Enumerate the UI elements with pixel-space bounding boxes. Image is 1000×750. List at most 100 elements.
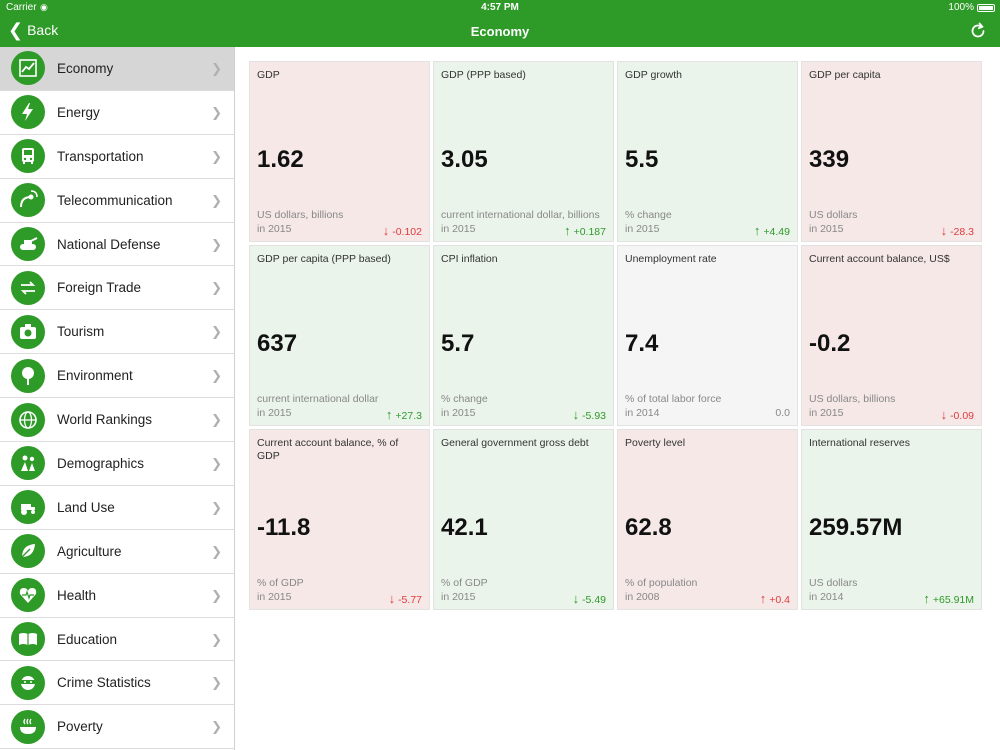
chevron-right-icon: ❯ <box>211 719 222 735</box>
card-change: ↑ +27.3 <box>386 407 422 422</box>
card-value: 259.57M <box>809 514 903 541</box>
indicator-card[interactable]: GDP 1.62 US dollars, billions in 2015 ↓ -0.10… <box>249 61 430 242</box>
wifi-icon: ◉ <box>40 2 48 12</box>
sidebar-item-economy[interactable]: Economy ❯ <box>0 47 234 91</box>
sidebar-item-label: Land Use <box>57 499 115 515</box>
sidebar-item-agriculture[interactable]: Agriculture ❯ <box>0 530 234 574</box>
bowl-icon <box>11 709 45 744</box>
card-change: ↓ -0.102 <box>383 223 422 238</box>
sidebar-item-environment[interactable]: Environment ❯ <box>0 354 234 399</box>
back-label: Back <box>27 22 59 38</box>
indicator-card[interactable]: GDP per capita (PPP based) 637 current int… <box>249 245 430 426</box>
card-unit: US dollars, billions <box>257 209 344 221</box>
indicator-card[interactable]: Current account balance, % of GDP -11.8 % … <box>249 429 430 610</box>
indicator-card[interactable]: International reserves 259.57M US dollars i… <box>801 429 982 610</box>
sidebar-item-label: Transportation <box>57 148 144 164</box>
arrow-down-icon: ↓ <box>572 407 580 422</box>
sidebar-item-label: Telecommunication <box>57 192 173 208</box>
indicator-card[interactable]: Unemployment rate 7.4 % of total labor for… <box>617 245 798 426</box>
sidebar-item-transportation[interactable]: Transportation ❯ <box>0 135 234 179</box>
card-title: Poverty level <box>625 437 686 449</box>
sidebar-item-health[interactable]: Health ❯ <box>0 574 234 618</box>
chevron-left-icon: ❮ <box>8 20 24 40</box>
back-button[interactable]: ❮ Back <box>8 20 59 40</box>
card-change-value: +0.4 <box>769 594 790 606</box>
sidebar-item-crime-statistics[interactable]: Crime Statistics ❯ <box>0 661 234 706</box>
card-unit: current international dollar <box>257 393 379 405</box>
card-title: CPI inflation <box>441 253 498 265</box>
card-year: in 2014 <box>809 591 844 603</box>
card-change-value: +0.187 <box>573 226 606 238</box>
indicator-card[interactable]: CPI inflation 5.7 % change in 2015 ↓ -5.93 <box>433 245 614 426</box>
tree-icon <box>11 358 45 393</box>
book-icon <box>11 622 45 657</box>
card-title: General government gross debt <box>441 437 589 449</box>
card-value: 637 <box>257 330 298 357</box>
arrow-down-icon: ↓ <box>940 407 948 422</box>
card-unit: % of GDP <box>441 577 488 589</box>
page-title: Economy <box>470 24 530 39</box>
indicator-card[interactable]: Poverty level 62.8 % of population in 2008 ↑… <box>617 429 798 610</box>
heart-icon <box>11 578 45 613</box>
indicator-card[interactable]: GDP (PPP based) 3.05 current international… <box>433 61 614 242</box>
card-change: ↓ -28.3 <box>941 223 974 238</box>
card-change: ↓ -5.77 <box>389 591 422 606</box>
card-title: GDP <box>257 69 280 81</box>
sidebar-item-label: Economy <box>57 60 114 76</box>
tractor-icon <box>11 490 45 525</box>
refresh-icon[interactable] <box>968 21 988 41</box>
card-year: in 2015 <box>257 223 292 235</box>
indicator-card[interactable]: Current account balance, US$ -0.2 US dolla… <box>801 245 982 426</box>
card-year: in 2015 <box>441 223 476 235</box>
sidebar-item-label: Demographics <box>57 455 145 471</box>
card-value: 5.5 <box>625 146 659 173</box>
indicator-card[interactable]: General government gross debt 42.1 % of GD… <box>433 429 614 610</box>
sidebar-item-land-use[interactable]: Land Use ❯ <box>0 486 234 530</box>
card-change-value: -5.49 <box>582 594 606 606</box>
sidebar-item-demographics[interactable]: Demographics ❯ <box>0 442 234 486</box>
card-value: -0.2 <box>809 330 851 357</box>
sidebar-item-label: Environment <box>57 368 133 384</box>
chevron-right-icon: ❯ <box>211 456 222 472</box>
chevron-right-icon: ❯ <box>211 368 222 384</box>
sidebar-item-poverty[interactable]: Poverty ❯ <box>0 705 234 750</box>
chevron-right-icon: ❯ <box>211 104 222 120</box>
sidebar-item-education[interactable]: Education ❯ <box>0 618 234 662</box>
card-change: 0.0 <box>775 407 790 419</box>
card-change-value: +27.3 <box>395 410 422 422</box>
sidebar-item-national-defense[interactable]: National Defense ❯ <box>0 223 234 267</box>
card-change-value: -5.77 <box>398 594 422 606</box>
battery-percent: 100% <box>948 2 974 13</box>
card-unit: % of population <box>625 577 698 589</box>
arrow-up-icon: ↑ <box>385 407 393 422</box>
card-change: ↑ +0.4 <box>760 591 790 606</box>
arrow-up-icon: ↑ <box>564 223 571 238</box>
chevron-right-icon: ❯ <box>211 412 222 428</box>
sidebar-item-label: Health <box>57 587 97 603</box>
arrow-down-icon: ↓ <box>388 591 396 606</box>
sidebar-item-label: Tourism <box>57 324 105 340</box>
sidebar-item-telecommunication[interactable]: Telecommunication ❯ <box>0 179 234 223</box>
card-value: 1.62 <box>257 146 304 173</box>
sidebar-item-label: Education <box>57 631 118 647</box>
sidebar-item-tourism[interactable]: Tourism ❯ <box>0 310 234 355</box>
status-bar: Carrier ◉ 4:57 PM 100% <box>0 0 1000 16</box>
arrow-down-icon: ↓ <box>382 223 390 238</box>
indicator-card[interactable]: GDP per capita 339 US dollars in 2015 ↓ -28.3 <box>801 61 982 242</box>
clock: 4:57 PM <box>481 2 519 13</box>
sidebar-item-world-rankings[interactable]: World Rankings ❯ <box>0 398 234 443</box>
arrow-up-icon: ↑ <box>759 591 767 606</box>
exchange-icon <box>11 270 45 305</box>
card-change-value: -0.102 <box>392 226 422 238</box>
indicator-card[interactable]: GDP growth 5.5 % change in 2015 ↑ +4.49 <box>617 61 798 242</box>
sidebar-item-label: Foreign Trade <box>57 280 142 296</box>
card-title: Current account balance, % of GDP <box>257 437 399 462</box>
card-year: in 2015 <box>809 223 844 235</box>
sidebar-item-foreign-trade[interactable]: Foreign Trade ❯ <box>0 266 234 311</box>
card-title: GDP (PPP based) <box>441 69 526 81</box>
card-change-value: -0.09 <box>950 410 974 422</box>
chevron-right-icon: ❯ <box>211 192 222 208</box>
chevron-right-icon: ❯ <box>211 587 222 603</box>
sidebar-item-energy[interactable]: Energy ❯ <box>0 91 234 135</box>
chevron-right-icon: ❯ <box>211 324 222 340</box>
